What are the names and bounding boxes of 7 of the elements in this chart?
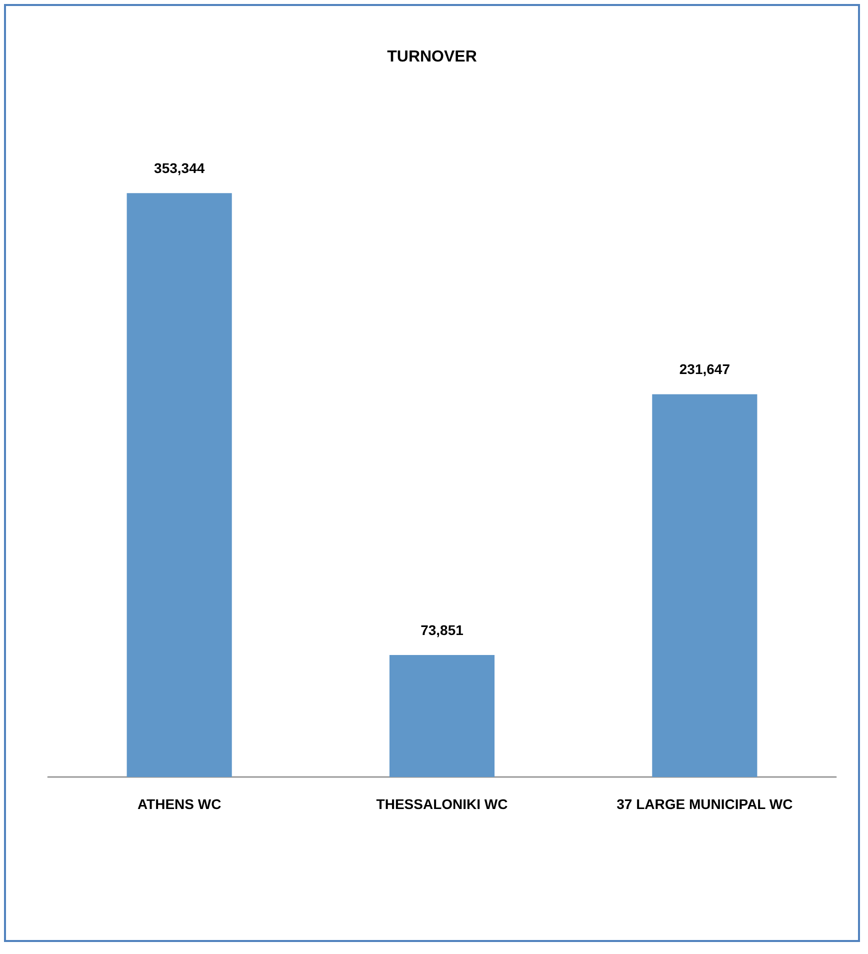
x-tick-label: ATHENS WC	[137, 796, 222, 812]
x-tick-label: THESSALONIKI WC	[376, 796, 508, 812]
data-label: 353,344	[154, 160, 205, 176]
chart-title: TURNOVER	[387, 48, 478, 66]
x-tick-label: 37 LARGE MUNICIPAL WC	[616, 796, 793, 812]
data-label: 73,851	[420, 622, 464, 638]
data-label: 231,647	[679, 361, 730, 378]
